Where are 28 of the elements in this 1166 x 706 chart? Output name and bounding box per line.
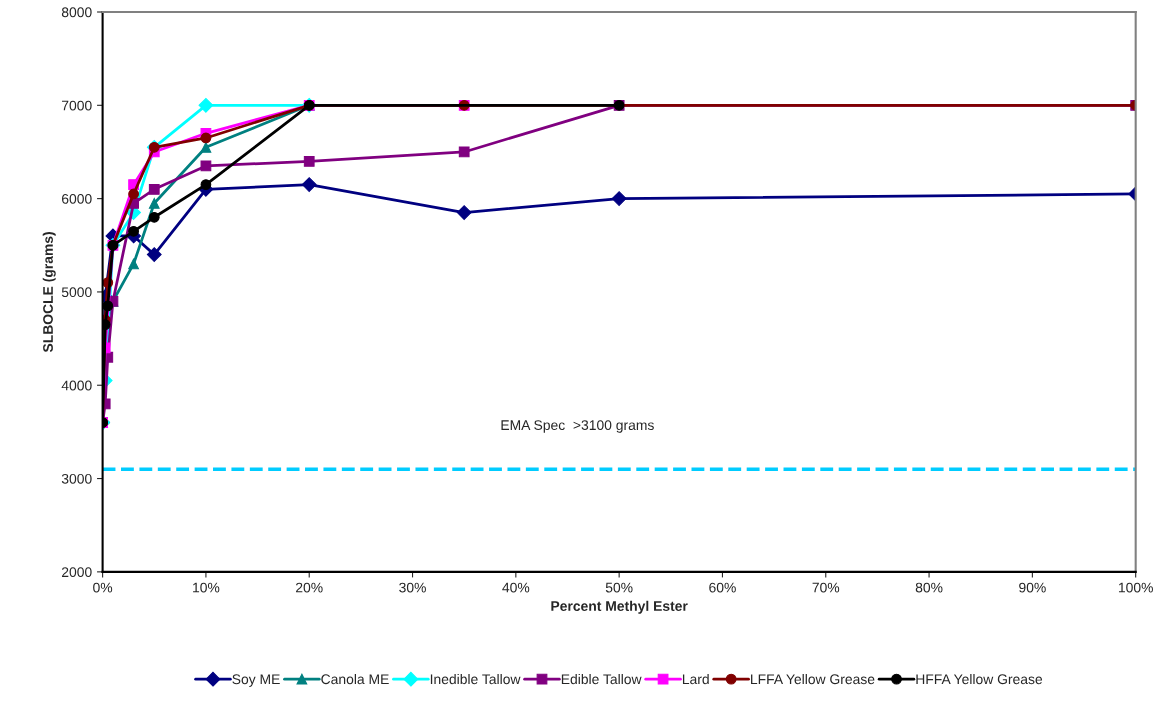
y-tick-label: 3000 (61, 473, 92, 484)
annotation: EMA Spec >3100 grams (501, 420, 654, 433)
legend-label: Canola ME (321, 673, 389, 685)
legend-label: HFFA Yellow Grease (916, 673, 1043, 685)
legend-label: Lard (682, 673, 709, 685)
x-tick-label: 20% (296, 582, 323, 593)
x-tick-label: 50% (605, 582, 633, 593)
legend-label: LFFA Yellow Grease (751, 673, 875, 685)
y-tick-label: 7000 (62, 100, 92, 111)
x-tick-label: 0% (93, 582, 113, 593)
x-tick-label: 40% (502, 582, 530, 593)
x-tick-label: 60% (709, 582, 736, 593)
x-tick-label: 70% (812, 582, 840, 593)
x-axis-title: Percent Methyl Ester (551, 600, 688, 614)
y-axis-title: SLBOCLE (grams) (42, 232, 56, 353)
y-tick-label: 8000 (61, 7, 92, 18)
x-tick-label: 10% (193, 582, 220, 593)
x-tick-label: 90% (1019, 582, 1046, 593)
y-tick-label: 2000 (62, 567, 92, 578)
y-tick-label: 4000 (61, 380, 92, 391)
x-tick-label: 80% (915, 582, 943, 593)
x-tick-label: 100% (1118, 582, 1153, 593)
legend-label: Edible Tallow (561, 673, 642, 685)
legend-label: Inedible Tallow (430, 673, 521, 685)
x-tick-label: 30% (399, 582, 426, 593)
y-tick-label: 6000 (62, 193, 92, 204)
y-tick-label: 5000 (61, 287, 92, 298)
legend-label: Soy ME (232, 674, 280, 687)
